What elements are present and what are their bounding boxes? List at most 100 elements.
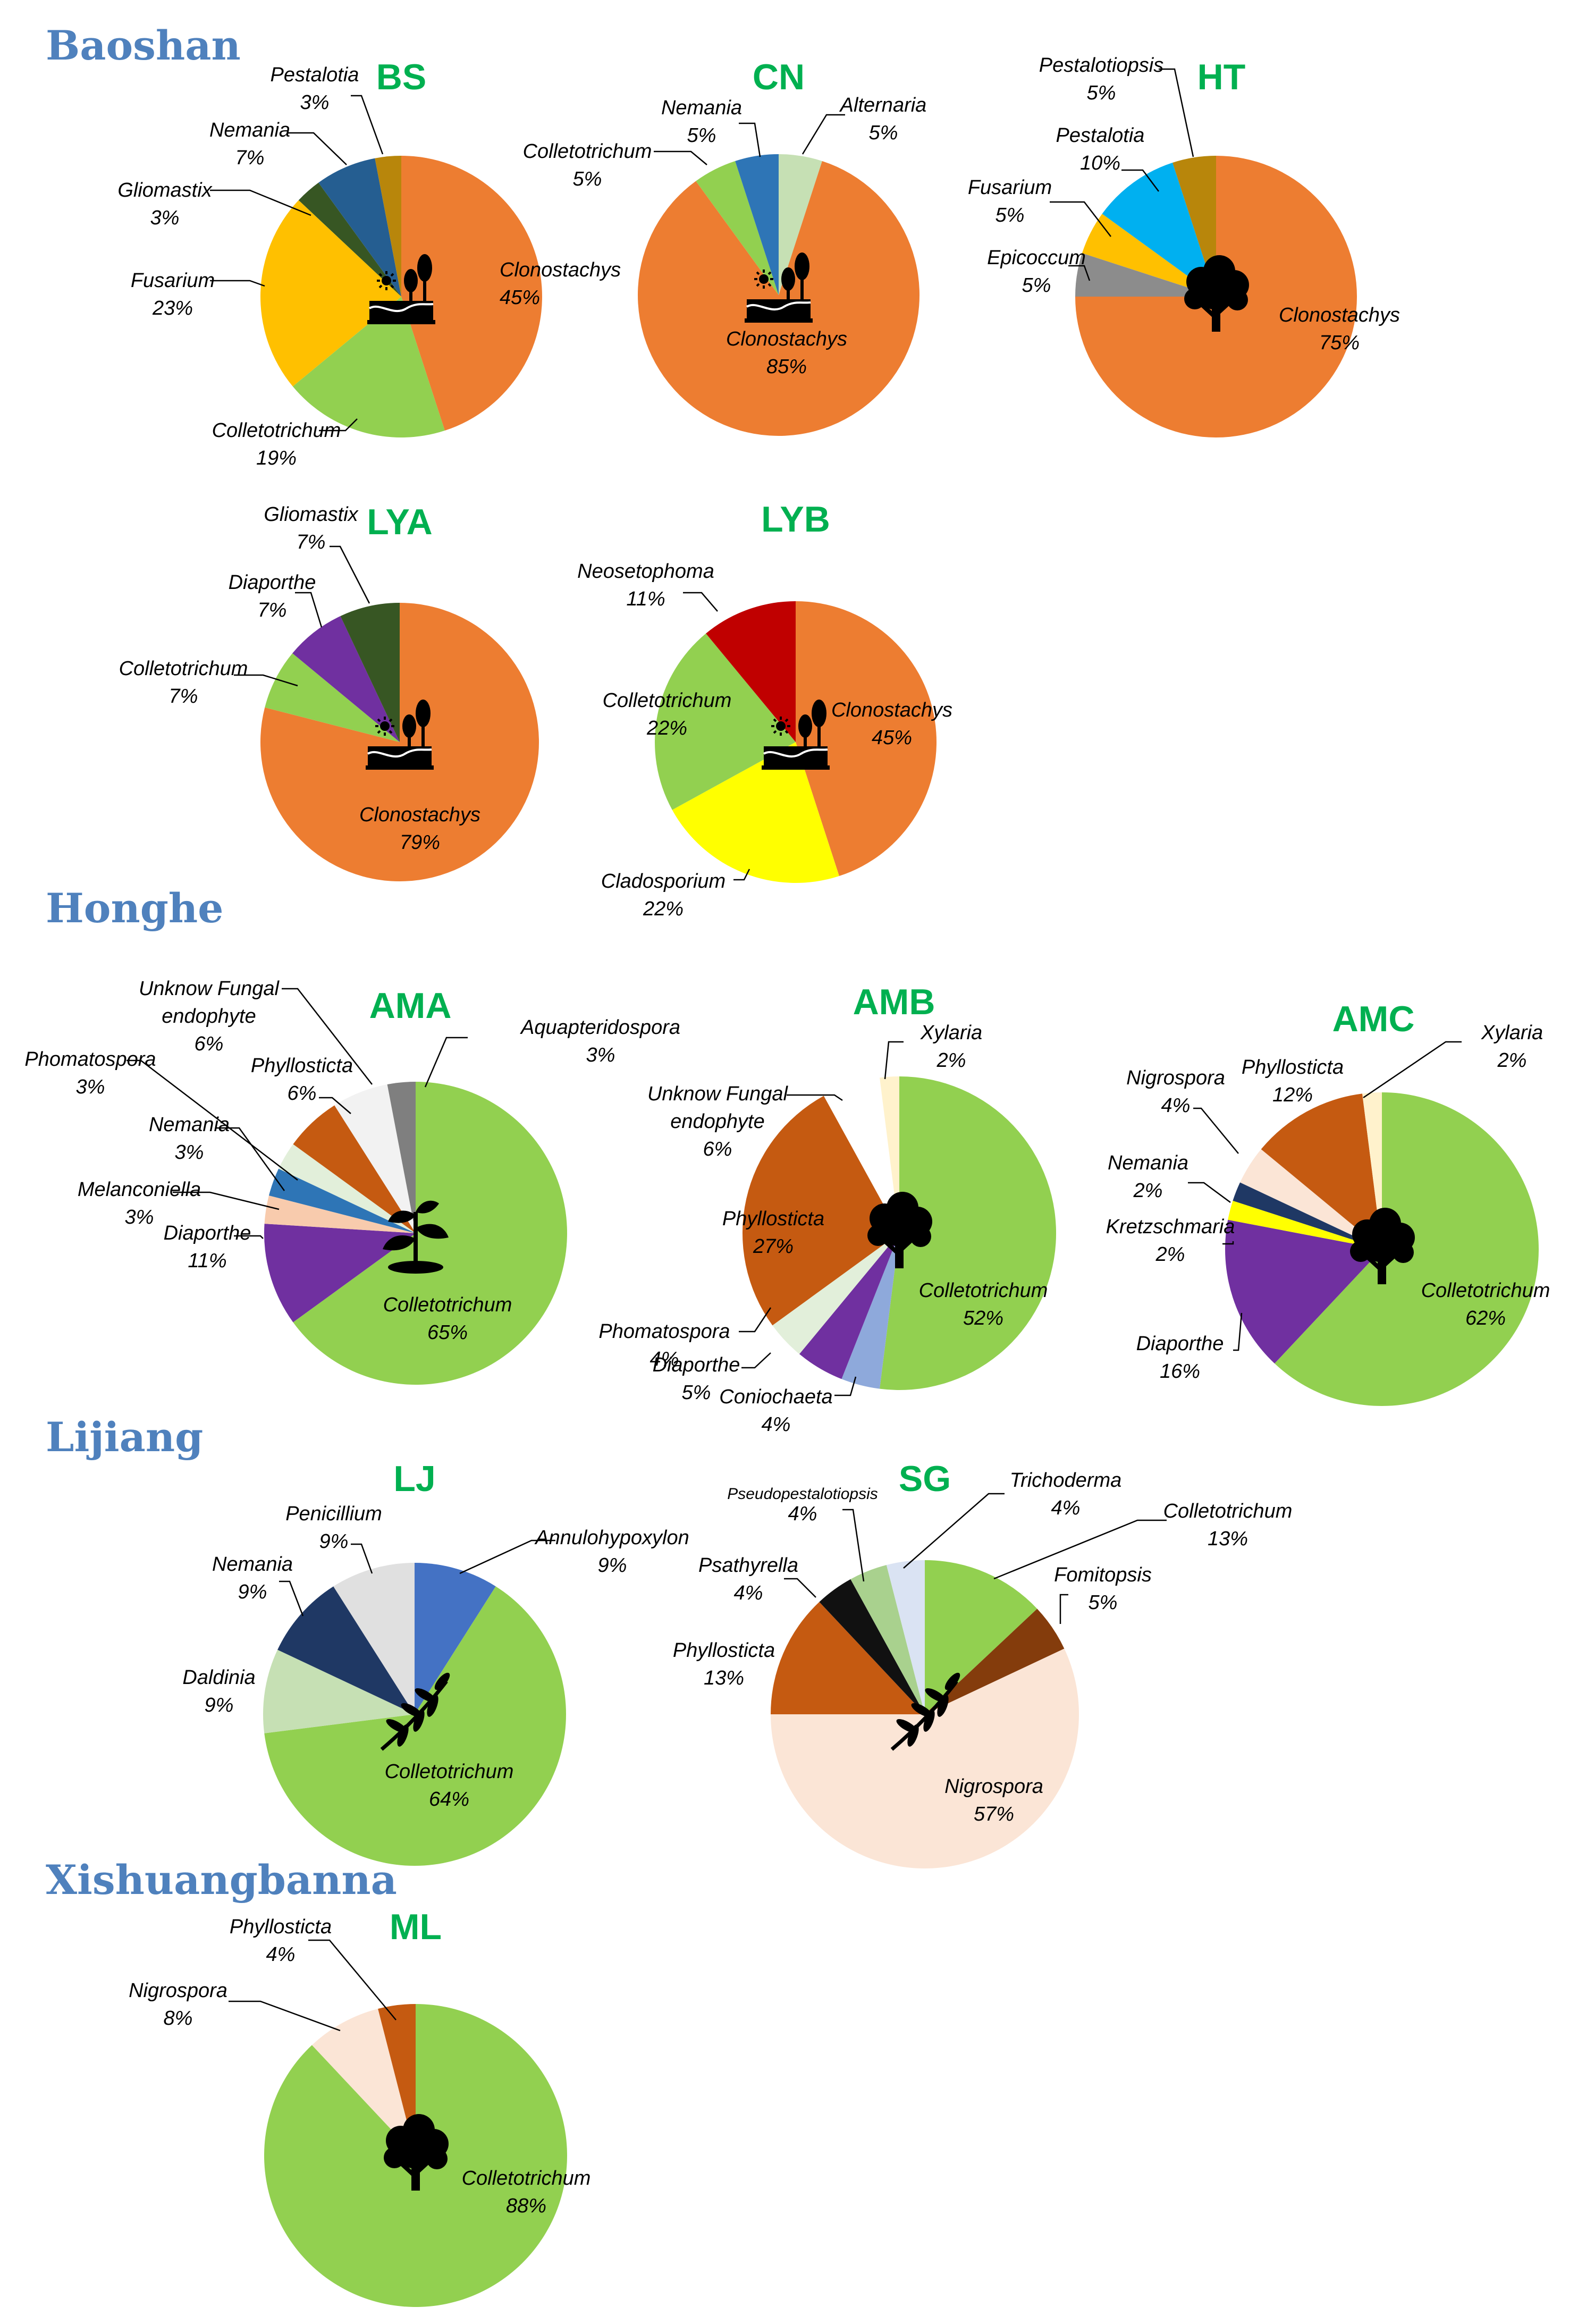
leader-line-sg-fomitopsis xyxy=(1059,1594,1068,1624)
slice-ama-melanconiella xyxy=(264,1195,416,1233)
slice-label-ama-diaporthe: Diaporthe 11% xyxy=(164,1222,251,1272)
slice-value-lyb-clonostachys: 45% xyxy=(872,727,912,749)
slice-label-lya-gliomastix: Gliomastix 7% xyxy=(264,503,359,553)
slice-ht-pestalotiopsis xyxy=(1172,156,1216,297)
slice-value-amc-colletotrichum: 62% xyxy=(1465,1307,1506,1329)
slice-value-lyb-cladosporium: 22% xyxy=(643,898,684,920)
slice-label-sg-pseudopestalotiopsis: Pseudopestalotiopsis 4% xyxy=(727,1485,878,1525)
slice-amb-unknow-fungal-endophyte xyxy=(823,1077,899,1233)
slice-sg-fomitopsis xyxy=(925,1609,1065,1714)
chart-title-bs: BS xyxy=(376,57,426,97)
slice-label-amc-nemania: Nemania 2% xyxy=(1108,1152,1188,1202)
slice-value-amc-phyllosticta: 12% xyxy=(1272,1084,1313,1106)
slice-lyb-clonostachys xyxy=(796,601,937,877)
slice-label-ht-fusarium: Fusarium 5% xyxy=(968,176,1052,226)
slice-value-ama-melanconiella: 3% xyxy=(125,1206,154,1228)
slice-value-ama-colletotrichum: 65% xyxy=(427,1321,468,1344)
slice-label-lyb-clonostachys: Clonostachys 45% xyxy=(831,699,952,749)
slice-amc-kretzschmaria xyxy=(1228,1200,1382,1249)
slice-lj-nemania xyxy=(277,1586,415,1714)
slice-bs-clonostachys xyxy=(401,156,543,431)
leader-line-bs-gliomastix xyxy=(210,189,311,216)
slice-value-ht-fusarium: 5% xyxy=(996,204,1025,226)
slice-label-amb-unknow-fungal-endophyte: Unknow Fungal endophyte 6% xyxy=(647,1083,789,1160)
region-title-honghe: Honghe xyxy=(46,885,224,932)
slice-bs-fusarium xyxy=(260,200,401,386)
slice-label-lj-colletotrichum: Colletotrichum 64% xyxy=(385,1761,514,1811)
slice-bs-gliomastix xyxy=(298,182,401,297)
pie-chart-amb: AMB Colletotrichum 52% Coniochaeta 4%Diaport… xyxy=(598,982,1057,1436)
slice-ht-epicoccum xyxy=(1075,253,1216,297)
slice-lya-diaporthe xyxy=(292,616,400,742)
slice-label-lya-diaporthe: Diaporthe 7% xyxy=(229,571,316,621)
slice-value-lya-gliomastix: 7% xyxy=(297,531,326,553)
slice-label-ml-nigrospora: Nigrospora 8% xyxy=(129,1980,227,2030)
pie-chart-lyb: LYB Clonostachys 45% Cladosporium 22% Colleto… xyxy=(577,499,952,920)
slice-amc-diaporthe xyxy=(1225,1219,1382,1364)
slice-label-lya-clonostachys: Clonostachys 79% xyxy=(359,804,480,854)
slice-value-ama-aquapteridospora: 3% xyxy=(586,1044,615,1066)
slice-value-ama-phyllosticta: 6% xyxy=(288,1082,317,1105)
slice-label-lyb-neosetophoma: Neosetophoma 11% xyxy=(577,560,714,610)
slice-label-amc-nigrospora: Nigrospora 4% xyxy=(1126,1067,1225,1117)
leader-line-cn-alternaria xyxy=(802,114,845,155)
leader-line-ama-phomatospora xyxy=(126,1059,298,1181)
slice-label-cn-clonostachys: Clonostachys 85% xyxy=(726,328,847,378)
slice-label-ht-pestalotia: Pestalotia 10% xyxy=(1056,124,1145,174)
slice-value-amb-xylaria: 2% xyxy=(937,1049,966,1072)
chart-title-lyb: LYB xyxy=(761,499,830,540)
slice-label-ht-clonostachys: Clonostachys 75% xyxy=(1279,304,1400,354)
slice-label-bs-gliomastix: Gliomastix 3% xyxy=(117,179,213,229)
leader-line-lya-diaporthe xyxy=(295,592,323,628)
slice-label-sg-phyllosticta: Phyllosticta 13% xyxy=(673,1639,775,1689)
slice-label-ama-unknow-fungal-endophyte: Unknow Fungal endophyte 6% xyxy=(139,978,280,1055)
slice-label-ama-phomatospora: Phomatospora 3% xyxy=(24,1048,156,1098)
leader-line-amc-kretzschmaria xyxy=(1222,1241,1234,1245)
slice-value-ama-diaporthe: 11% xyxy=(188,1250,226,1272)
pie-chart-lya: LYA Clonostachys 79% Colletotrichum 7% Diapor… xyxy=(119,502,539,881)
slice-label-lj-penicillium: Penicillium 9% xyxy=(285,1503,382,1553)
leader-line-lj-penicillium xyxy=(351,1543,373,1574)
leader-line-bs-colletotrichum xyxy=(319,418,358,432)
slice-label-ama-phyllosticta: Phyllosticta 6% xyxy=(251,1055,353,1105)
slice-lyb-colletotrichum xyxy=(655,633,796,810)
slice-amb-phyllosticta xyxy=(742,1096,899,1326)
slice-lj-annulohypoxylon xyxy=(415,1563,496,1714)
leader-line-bs-fusarium xyxy=(210,280,265,287)
slice-value-amb-colletotrichum: 52% xyxy=(963,1307,1003,1329)
slice-value-amb-unknow-fungal-endophyte: 6% xyxy=(703,1138,732,1160)
slice-ama-phomatospora xyxy=(279,1144,416,1233)
slice-value-ht-pestalotiopsis: 5% xyxy=(1087,82,1116,104)
slice-lya-colletotrichum xyxy=(265,653,400,742)
leader-line-sg-trichoderma xyxy=(903,1493,1005,1569)
slice-value-lyb-neosetophoma: 11% xyxy=(626,588,665,610)
pie-chart-sg: SG Colletotrichum 13%Fomitopsis 5% Nigrospor… xyxy=(673,1459,1292,1868)
leader-line-amc-xylaria xyxy=(1363,1041,1462,1099)
leader-line-amb-diaporthe xyxy=(741,1352,771,1369)
slice-value-bs-fusarium: 23% xyxy=(152,297,193,319)
slice-lyb-neosetophoma xyxy=(706,601,796,742)
slice-label-lya-colletotrichum: Colletotrichum 7% xyxy=(119,658,248,708)
slice-lya-clonostachys xyxy=(260,603,539,881)
chart-title-ama: AMA xyxy=(369,986,452,1026)
slice-amc-nigrospora xyxy=(1240,1149,1382,1249)
slice-value-cn-nemania: 5% xyxy=(687,124,716,147)
chart-title-sg: SG xyxy=(899,1459,951,1499)
slice-label-ama-melanconiella: Melanconiella 3% xyxy=(78,1178,201,1228)
slice-amc-phyllosticta xyxy=(1261,1093,1382,1249)
leader-line-cn-colletotrichum xyxy=(654,150,707,165)
slice-label-ht-pestalotiopsis: Pestalotiopsis 5% xyxy=(1039,54,1163,104)
slice-label-bs-pestalotia: Pestalotia 3% xyxy=(271,64,359,114)
slice-value-amb-phomatospora: 4% xyxy=(650,1348,679,1370)
chart-title-cn: CN xyxy=(753,57,805,97)
region-title-xishuangbanna: Xishuangbanna xyxy=(46,1856,397,1904)
pie-chart-ml: ML Colletotrichum 88% Nigrospora 8%Phyllosti… xyxy=(129,1907,590,2307)
slice-label-cn-alternaria: Alternaria 5% xyxy=(839,94,927,144)
slice-value-ml-nigrospora: 8% xyxy=(164,2007,193,2030)
leader-line-ama-nemania xyxy=(215,1127,285,1191)
slice-value-cn-clonostachys: 85% xyxy=(766,356,807,378)
leader-line-sg-psathyrella xyxy=(784,1578,816,1598)
slice-amb-coniochaeta xyxy=(841,1233,899,1389)
